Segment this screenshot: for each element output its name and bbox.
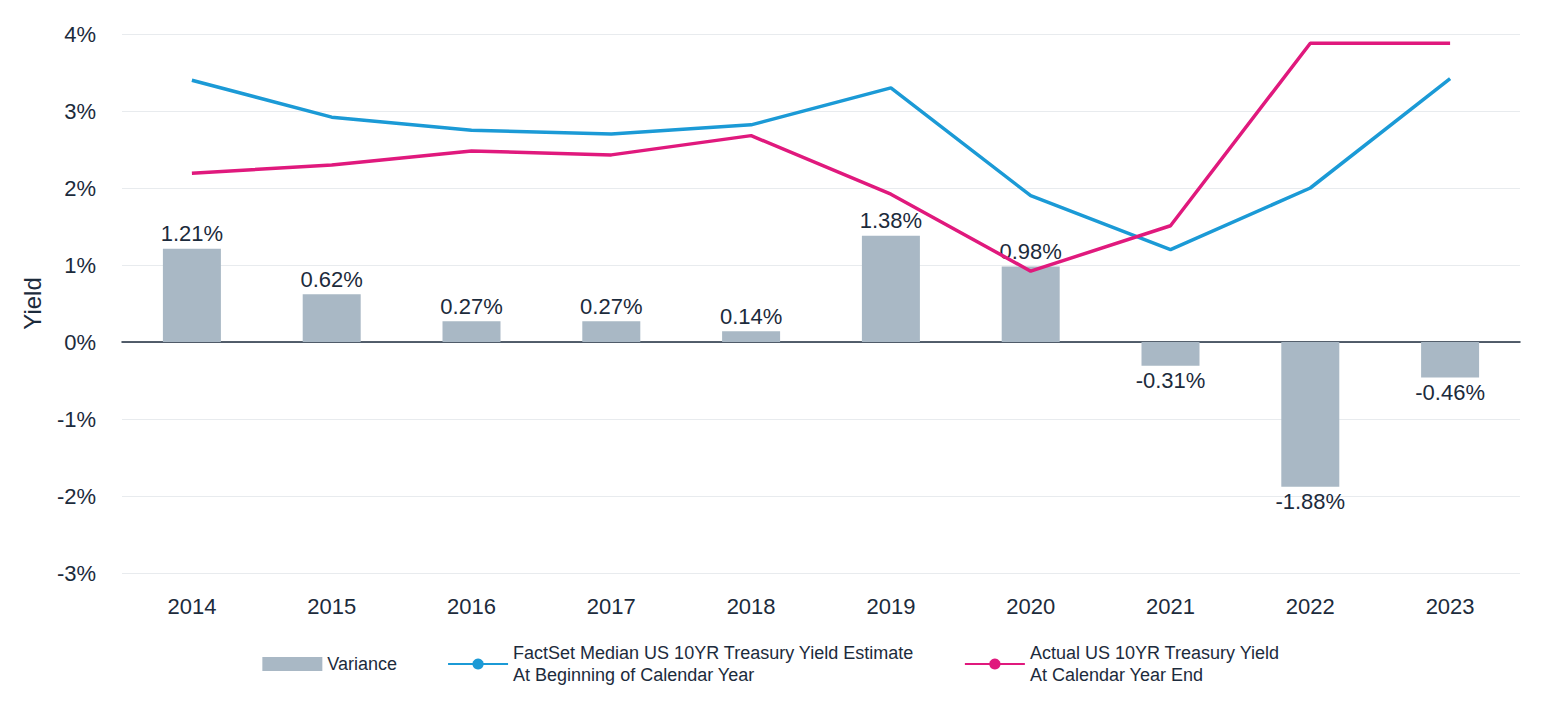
svg-text:-1.88%: -1.88% bbox=[1275, 489, 1345, 514]
svg-text:0.14%: 0.14% bbox=[720, 304, 782, 329]
svg-text:1%: 1% bbox=[64, 253, 96, 278]
svg-text:2014: 2014 bbox=[167, 594, 216, 619]
svg-text:At Calendar Year End: At Calendar Year End bbox=[1030, 665, 1203, 685]
svg-text:Variance: Variance bbox=[327, 654, 397, 674]
svg-text:-0.31%: -0.31% bbox=[1136, 368, 1206, 393]
svg-text:2017: 2017 bbox=[587, 594, 636, 619]
svg-text:0%: 0% bbox=[64, 330, 96, 355]
svg-text:0.27%: 0.27% bbox=[440, 294, 502, 319]
svg-text:1.21%: 1.21% bbox=[161, 221, 223, 246]
svg-text:0.27%: 0.27% bbox=[580, 294, 642, 319]
svg-text:2015: 2015 bbox=[307, 594, 356, 619]
svg-text:-2%: -2% bbox=[57, 484, 96, 509]
svg-text:2016: 2016 bbox=[447, 594, 496, 619]
svg-text:FactSet Median US 10YR Treasur: FactSet Median US 10YR Treasury Yield Es… bbox=[513, 643, 913, 663]
svg-text:At Beginning of Calendar Year: At Beginning of Calendar Year bbox=[513, 665, 754, 685]
svg-text:Actual US 10YR Treasury Yield: Actual US 10YR Treasury Yield bbox=[1030, 643, 1279, 663]
svg-text:-3%: -3% bbox=[57, 561, 96, 586]
svg-text:1.38%: 1.38% bbox=[860, 208, 922, 233]
svg-text:2023: 2023 bbox=[1426, 594, 1475, 619]
svg-text:2019: 2019 bbox=[866, 594, 915, 619]
svg-text:2022: 2022 bbox=[1286, 594, 1335, 619]
svg-text:0.98%: 0.98% bbox=[999, 239, 1062, 264]
svg-text:2020: 2020 bbox=[1006, 594, 1055, 619]
svg-text:0.62%: 0.62% bbox=[301, 267, 363, 292]
svg-text:Yield: Yield bbox=[19, 277, 46, 329]
svg-text:2%: 2% bbox=[64, 176, 96, 201]
svg-text:-1%: -1% bbox=[57, 407, 96, 432]
svg-text:3%: 3% bbox=[64, 99, 96, 124]
svg-text:2018: 2018 bbox=[727, 594, 776, 619]
svg-text:-0.46%: -0.46% bbox=[1415, 380, 1485, 405]
svg-text:4%: 4% bbox=[64, 22, 96, 47]
svg-text:2021: 2021 bbox=[1146, 594, 1195, 619]
